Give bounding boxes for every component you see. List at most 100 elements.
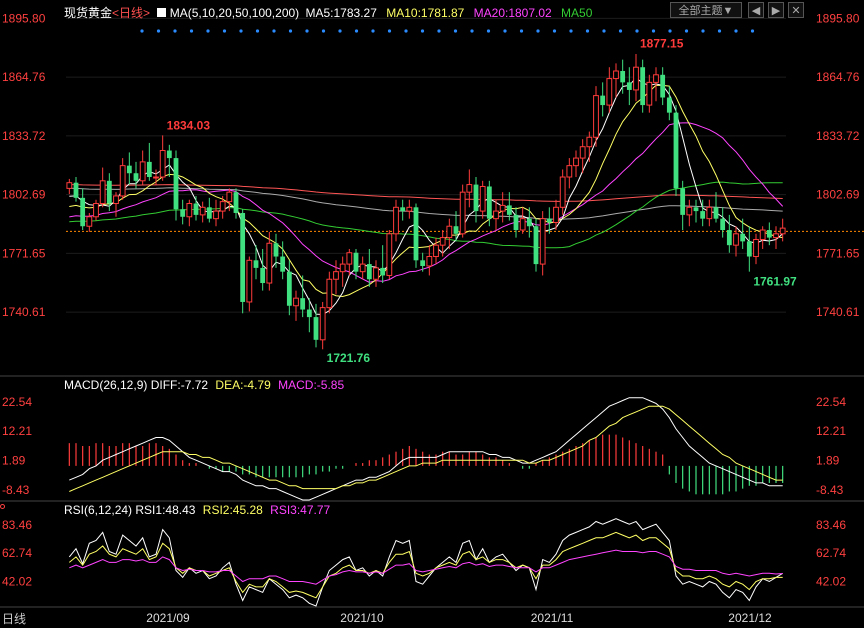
candle-body[interactable] xyxy=(293,297,299,307)
event-dot[interactable] xyxy=(618,29,623,33)
candle-body[interactable] xyxy=(173,158,179,210)
event-dot[interactable] xyxy=(602,29,606,33)
candle-body[interactable] xyxy=(773,233,779,239)
candle-body[interactable] xyxy=(686,206,693,216)
candle-body[interactable] xyxy=(646,81,653,106)
event-dot[interactable] xyxy=(189,29,194,33)
candle-body[interactable] xyxy=(380,267,386,276)
event-dot[interactable] xyxy=(585,29,590,33)
ma200-line[interactable] xyxy=(69,184,783,202)
event-dot[interactable] xyxy=(635,29,639,33)
candle-body[interactable] xyxy=(333,271,339,280)
event-dot[interactable] xyxy=(272,29,276,33)
candle-body[interactable] xyxy=(346,252,353,265)
candle-body[interactable] xyxy=(73,182,79,198)
rsi-line-rsi2[interactable] xyxy=(68,531,783,599)
candle-body[interactable] xyxy=(579,146,586,159)
candle-body[interactable] xyxy=(246,259,253,303)
candle-body[interactable] xyxy=(99,180,106,205)
candle-body[interactable] xyxy=(666,97,672,113)
candle-body[interactable] xyxy=(233,192,239,213)
candle-body[interactable] xyxy=(673,112,679,189)
candle-body[interactable] xyxy=(566,165,573,178)
candle-body[interactable] xyxy=(606,78,613,106)
candle-body[interactable] xyxy=(706,206,713,220)
ma100-line[interactable] xyxy=(69,187,783,220)
ma20-line[interactable] xyxy=(69,122,784,283)
candle-body[interactable] xyxy=(359,263,366,273)
candle-body[interactable] xyxy=(753,238,759,258)
event-dot[interactable] xyxy=(338,29,342,33)
candle-body[interactable] xyxy=(479,185,486,212)
candle-body[interactable] xyxy=(86,216,93,227)
candle-body[interactable] xyxy=(620,71,626,83)
candle-body[interactable] xyxy=(133,173,139,181)
candle-body[interactable] xyxy=(339,263,346,273)
candle-body[interactable] xyxy=(446,225,453,239)
event-dot[interactable] xyxy=(701,29,705,33)
candle-body[interactable] xyxy=(713,207,719,219)
rsi-plot[interactable] xyxy=(68,518,783,607)
candle-body[interactable] xyxy=(213,210,219,220)
candle-body[interactable] xyxy=(493,210,499,220)
event-dot[interactable] xyxy=(684,29,689,33)
event-dot[interactable] xyxy=(569,29,573,33)
event-dot[interactable] xyxy=(437,29,441,33)
candle-body[interactable] xyxy=(80,197,86,227)
candle-body[interactable] xyxy=(640,67,646,106)
candle-body[interactable] xyxy=(406,206,413,212)
candle-body[interactable] xyxy=(426,256,433,267)
event-dot[interactable] xyxy=(470,29,474,33)
event-dot[interactable] xyxy=(255,29,260,33)
candle-body[interactable] xyxy=(286,271,292,306)
candle-body[interactable] xyxy=(766,230,772,238)
candle-body[interactable] xyxy=(386,233,393,276)
arrow-left-icon[interactable]: ◀ xyxy=(748,2,764,18)
candle-body[interactable] xyxy=(693,207,699,212)
candle-body[interactable] xyxy=(759,229,766,240)
candle-body[interactable] xyxy=(600,95,606,106)
candle-body[interactable] xyxy=(199,206,206,216)
price-plot[interactable]: 1834.03 1721.76 1877.15 1761.97 xyxy=(66,29,864,365)
candle-body[interactable] xyxy=(680,188,686,215)
event-dot[interactable] xyxy=(173,29,177,33)
close-icon[interactable]: ✕ xyxy=(788,2,804,18)
event-dot[interactable] xyxy=(140,29,144,33)
candle-body[interactable] xyxy=(613,70,619,80)
candle-body[interactable] xyxy=(166,150,172,159)
candle-body[interactable] xyxy=(740,233,746,242)
candle-body[interactable] xyxy=(726,230,732,246)
event-dot[interactable] xyxy=(239,29,243,33)
event-dot[interactable] xyxy=(453,29,458,33)
candle-body[interactable] xyxy=(153,176,159,179)
candle-body[interactable] xyxy=(319,307,326,341)
event-dot[interactable] xyxy=(486,29,491,33)
candle-body[interactable] xyxy=(159,150,166,178)
candle-body[interactable] xyxy=(306,309,312,318)
candle-body[interactable] xyxy=(219,201,226,212)
theme-select-button[interactable]: 全部主题▼ xyxy=(670,2,742,18)
candle-body[interactable] xyxy=(113,195,119,205)
candle-body[interactable] xyxy=(720,218,726,231)
candle-body[interactable] xyxy=(546,218,552,223)
event-dot[interactable] xyxy=(717,29,722,33)
candle-body[interactable] xyxy=(393,206,399,235)
candle-body[interactable] xyxy=(300,298,306,310)
macd-diff-line[interactable] xyxy=(69,397,783,501)
event-dot[interactable] xyxy=(404,29,408,33)
candle-body[interactable] xyxy=(459,191,466,235)
candle-body[interactable] xyxy=(486,186,492,219)
candle-body[interactable] xyxy=(66,182,73,189)
candle-body[interactable] xyxy=(253,260,259,268)
event-dot[interactable] xyxy=(371,29,375,33)
event-dot[interactable] xyxy=(354,29,359,33)
macd-plot[interactable] xyxy=(68,397,784,501)
candle-body[interactable] xyxy=(366,264,372,280)
event-dot[interactable] xyxy=(420,29,425,33)
candle-body[interactable] xyxy=(513,214,519,231)
event-dot[interactable] xyxy=(536,29,540,33)
candle-body[interactable] xyxy=(93,203,99,218)
candle-body[interactable] xyxy=(266,242,273,284)
candle-body[interactable] xyxy=(660,74,666,98)
candle-body[interactable] xyxy=(453,226,459,234)
